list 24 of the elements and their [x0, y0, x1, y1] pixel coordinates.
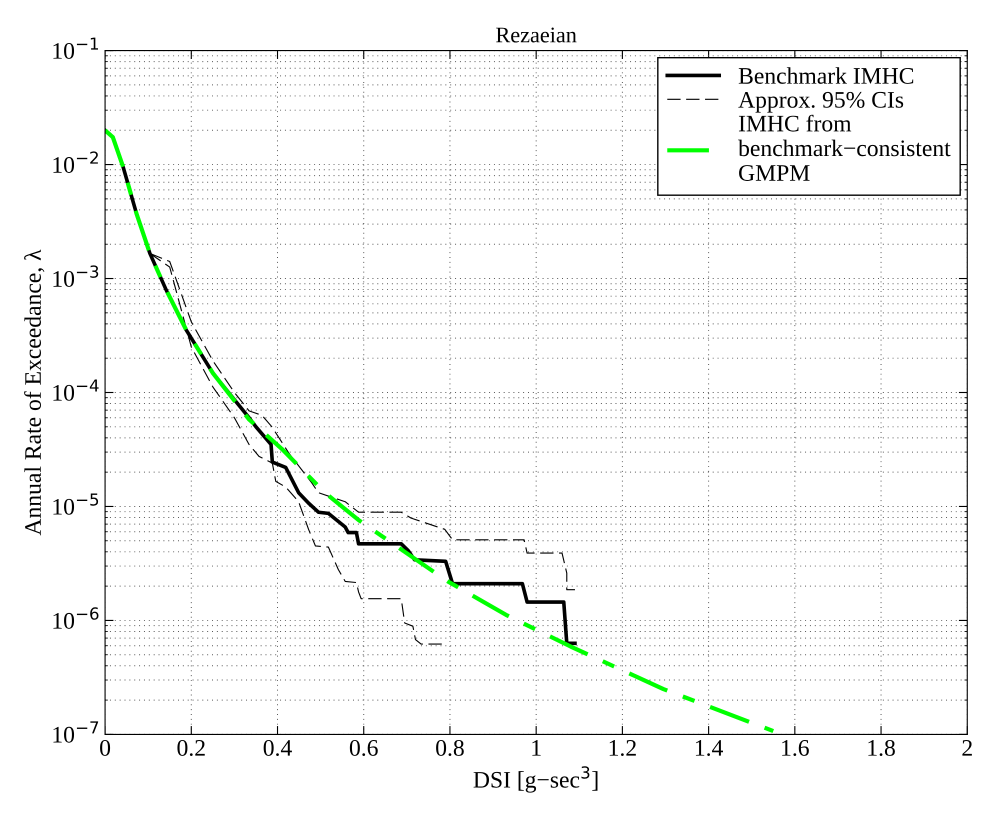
y-tick-label: 10$^{−1}$: [53, 38, 98, 59]
x-tick-label: 0.2: [177, 740, 205, 756]
x-tick-label: 1.8: [868, 740, 895, 756]
x-tick-label: 0.8: [436, 740, 464, 756]
chart-title: Rezaeian: [496, 28, 577, 42]
y-tick-label: 10$^{−4}$: [53, 379, 99, 401]
x-tick-label: 1: [532, 740, 541, 756]
x-tick-label: 1.4: [696, 740, 723, 756]
y-tick-label: 10$^{−7}$: [53, 721, 98, 743]
y-tick-label: 10$^{−6}$: [53, 607, 98, 629]
y-axis-title: Annual Rate of Exceedance, λ: [24, 250, 44, 536]
legend-label: Approx. 95% CIs: [738, 92, 904, 113]
x-tick-label: 1.6: [782, 740, 809, 756]
x-tick-label: 0: [100, 740, 110, 756]
x-tick-label: 2: [962, 740, 972, 756]
y-tick-label: 10$^{−5}$: [53, 493, 98, 515]
y-tick-label: 10$^{−2}$: [53, 151, 98, 173]
x-tick-label: 0.6: [350, 740, 378, 756]
legend-label: Benchmark IMHC: [738, 67, 914, 84]
x-axis-title: DSI [g−sec$^{3}$]: [474, 766, 598, 793]
legend-label: IMHC from benchmark−consistent GMPM: [738, 114, 951, 181]
x-tick-label: 0.4: [264, 740, 292, 756]
x-tick-label: 1.2: [610, 740, 636, 756]
y-tick-label: 10$^{−3}$: [53, 265, 98, 287]
